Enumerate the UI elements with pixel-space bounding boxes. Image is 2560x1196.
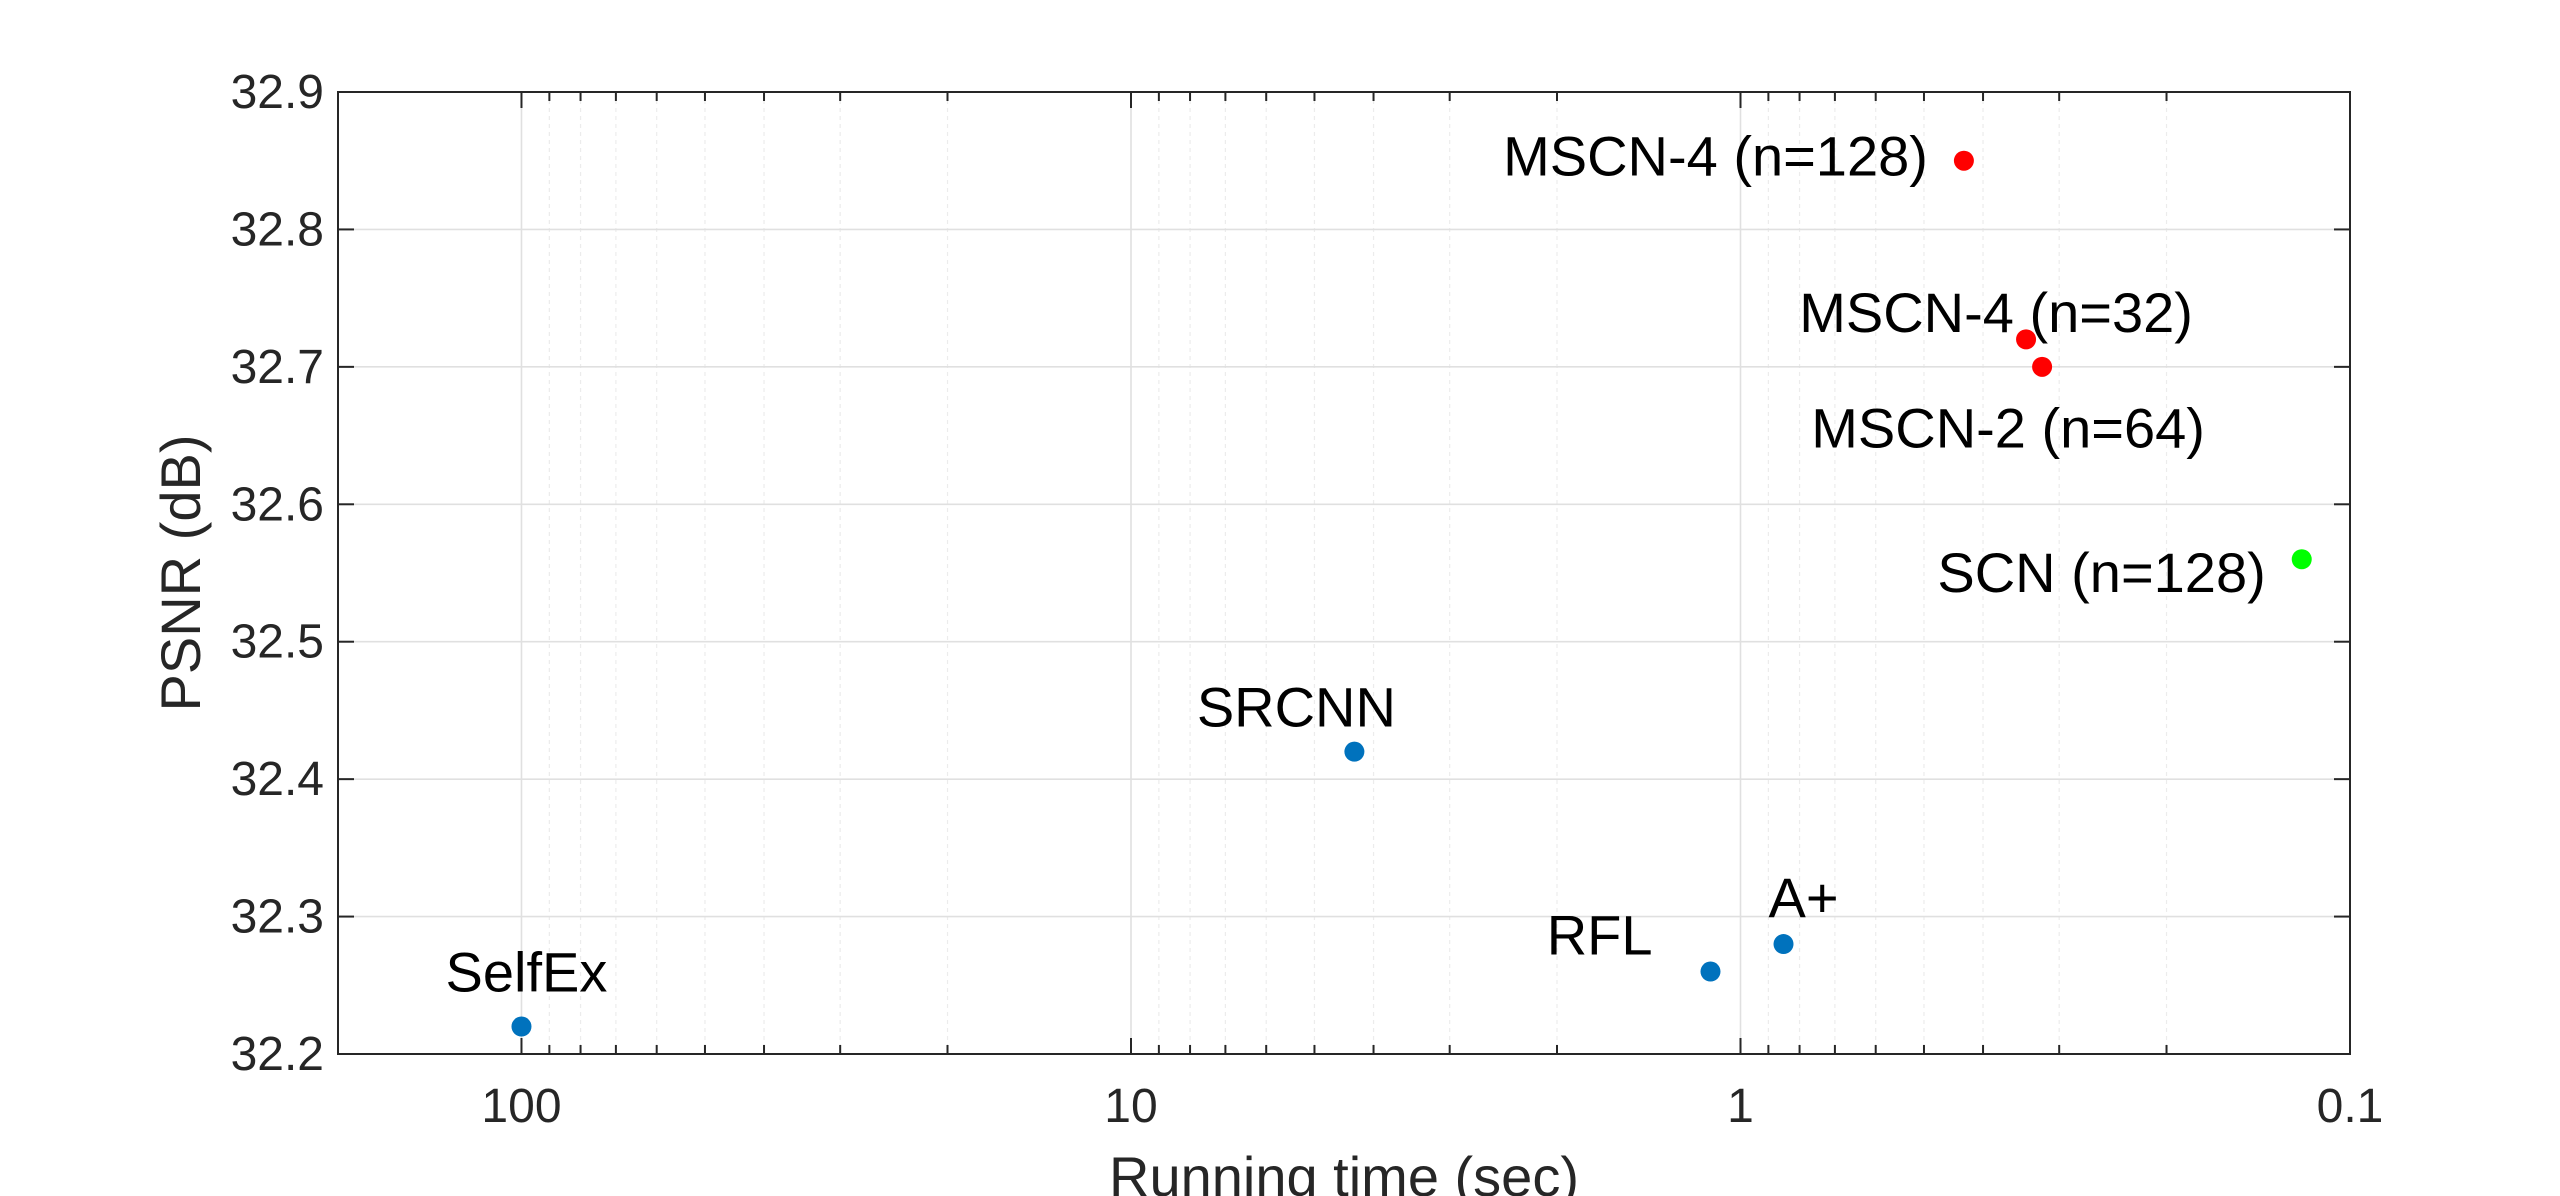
data-point-label: SelfEx: [446, 940, 608, 1003]
data-point-labels: SelfEx SRCNN RFL A+ MSCN-4 (n=128) MSCN-4 (n=…: [446, 125, 2266, 1004]
y-tick-label: 32.3: [231, 891, 324, 944]
x-tick-label: 1: [1727, 1080, 1754, 1133]
x-tick-label: 10: [1104, 1080, 1157, 1133]
data-point: [1773, 934, 1794, 955]
data-point: [2291, 549, 2312, 570]
x-axis-label: Running time (sec): [1109, 1145, 1579, 1196]
data-point: [1344, 741, 1365, 762]
data-point-label: SRCNN: [1197, 675, 1396, 738]
data-points: [511, 150, 2312, 1037]
y-axis-label: PSNR (dB): [149, 435, 212, 712]
data-point-label: MSCN-2 (n=64): [1811, 397, 2205, 460]
data-point: [2016, 329, 2037, 350]
axis-ticks: [337, 91, 2351, 1055]
data-point: [1953, 150, 1974, 171]
y-tick-label: 32.8: [231, 203, 324, 256]
y-tick-label: 32.5: [231, 616, 324, 669]
x-tick-label: 100: [481, 1080, 561, 1133]
data-point-label: MSCN-4 (n=128): [1503, 125, 1928, 188]
data-point-label: MSCN-4 (n=32): [1799, 281, 2193, 344]
data-point: [2032, 356, 2053, 377]
grid: [337, 91, 2351, 1055]
y-tick-label: 32.4: [231, 753, 324, 806]
data-point: [511, 1016, 532, 1037]
plot-area: [337, 91, 2351, 1055]
x-tick-label: 0.1: [2317, 1080, 2384, 1133]
data-point-label: A+: [1768, 866, 1838, 929]
y-tick-label: 32.2: [231, 1028, 324, 1081]
data-point-label: RFL: [1547, 903, 1653, 966]
y-tick-label: 32.7: [231, 341, 324, 394]
y-tick-label: 32.6: [231, 478, 324, 531]
axis-tick-labels: 32.2 32.3 32.4 32.5 32.6 32.7 32.8 32.9 100 10 1 0.…: [231, 66, 2384, 1133]
y-tick-label: 32.9: [231, 66, 324, 119]
data-point: [1700, 961, 1721, 982]
data-point-label: SCN (n=128): [1937, 541, 2265, 604]
